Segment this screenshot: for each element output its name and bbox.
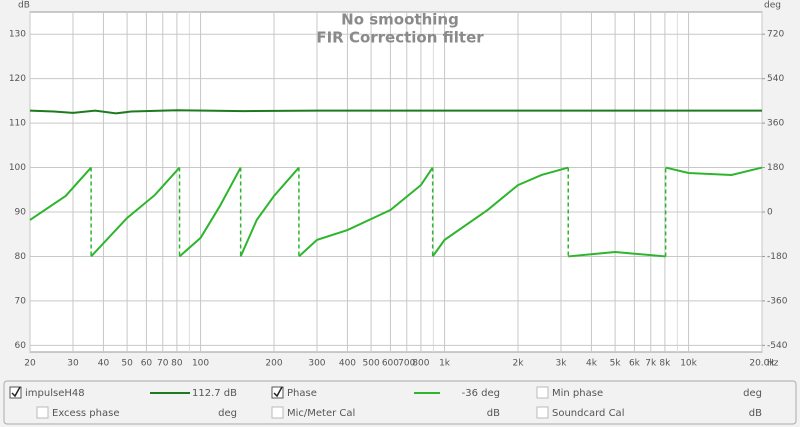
x-tick-label: 7k	[645, 359, 657, 369]
legend-readout: -36 deg	[462, 388, 500, 399]
y-tick-label: 110	[9, 119, 26, 129]
checkbox[interactable]	[271, 406, 284, 419]
y2-tick-label: 360	[767, 119, 784, 129]
y2-tick-label: -540	[767, 341, 788, 351]
x-tick-label: 500	[363, 359, 380, 369]
legend-label: Soundcard Cal	[552, 408, 624, 419]
x-tick-label: 20	[24, 359, 36, 369]
x-tick-label: 6k	[629, 359, 641, 369]
x-tick-label: 5k	[610, 359, 622, 369]
legend-label: Min phase	[552, 388, 603, 399]
y2-tick-label: 540	[767, 74, 784, 84]
y-tick-label: 60	[15, 341, 27, 351]
x-tick-label: 40	[98, 359, 110, 369]
x-tick-label: 1k	[439, 359, 451, 369]
x-tick-label: 400	[339, 359, 356, 369]
y2-axis-label: deg	[764, 1, 781, 11]
checkbox[interactable]	[536, 386, 549, 399]
x-tick-label: 8k	[659, 359, 671, 369]
checkbox[interactable]	[271, 386, 284, 399]
legend-label: Phase	[287, 388, 317, 399]
x-unit: Hz	[767, 359, 779, 369]
x-tick-label: 600	[382, 359, 399, 369]
x-tick-label: 200	[265, 359, 282, 369]
y-axis-label: dB	[18, 1, 30, 11]
y-tick-label: 100	[9, 163, 26, 173]
checkmark	[11, 386, 21, 398]
x-tick-label: 60	[141, 359, 153, 369]
y2-tick-label: 720	[767, 30, 784, 40]
y2-tick-label: -180	[767, 252, 788, 262]
x-tick-label: 100	[192, 359, 209, 369]
x-tick-label: 2k	[513, 359, 525, 369]
legend-unit: dB	[487, 408, 500, 419]
legend-unit: deg	[743, 388, 762, 399]
x-tick-label: 30	[67, 359, 79, 369]
checkmark	[273, 386, 283, 398]
legend-panel	[3, 380, 797, 425]
series-line	[29, 109, 762, 115]
y-tick-label: 70	[15, 296, 27, 306]
plot-area	[29, 11, 763, 353]
legend: impulseH48 112.7 dB Phase -36 deg Min phase d…	[9, 386, 762, 419]
legend-label: Excess phase	[52, 408, 120, 419]
x-tick-label: 70	[157, 359, 169, 369]
x-tick-label: 50	[121, 359, 133, 369]
y-tick-label: 120	[9, 74, 26, 84]
legend-label: Mic/Meter Cal	[287, 408, 355, 419]
legend-label: impulseH48	[25, 388, 85, 399]
y2-tick-label: -360	[767, 296, 788, 306]
x-tick-label: 300	[308, 359, 325, 369]
x-tick-label: 4k	[586, 359, 598, 369]
x-tick-label: 800	[412, 359, 429, 369]
series-line	[29, 166, 763, 258]
x-tick-label: 20.0k	[749, 359, 775, 369]
checkbox[interactable]	[536, 406, 549, 419]
y2-tick-label: 180	[767, 163, 784, 173]
legend-unit: dB	[749, 408, 762, 419]
checkbox[interactable]	[36, 406, 49, 419]
y-tick-label: 130	[9, 30, 26, 40]
y-tick-label: 90	[15, 208, 27, 218]
legend-readout: 112.7 dB	[192, 388, 237, 399]
chart-subtitle: FIR Correction filter	[316, 29, 484, 47]
x-tick-label: 700	[398, 359, 415, 369]
chart-title: No smoothing	[341, 11, 459, 29]
checkbox[interactable]	[9, 386, 22, 399]
marks	[29, 109, 763, 258]
legend-unit: deg	[218, 408, 237, 419]
y2-tick-label: 0	[767, 208, 773, 218]
y-tick-label: 80	[15, 252, 27, 262]
x-tick-label: 10k	[680, 359, 697, 369]
x-tick-label: 80	[171, 359, 183, 369]
x-tick-label: 3k	[555, 359, 567, 369]
